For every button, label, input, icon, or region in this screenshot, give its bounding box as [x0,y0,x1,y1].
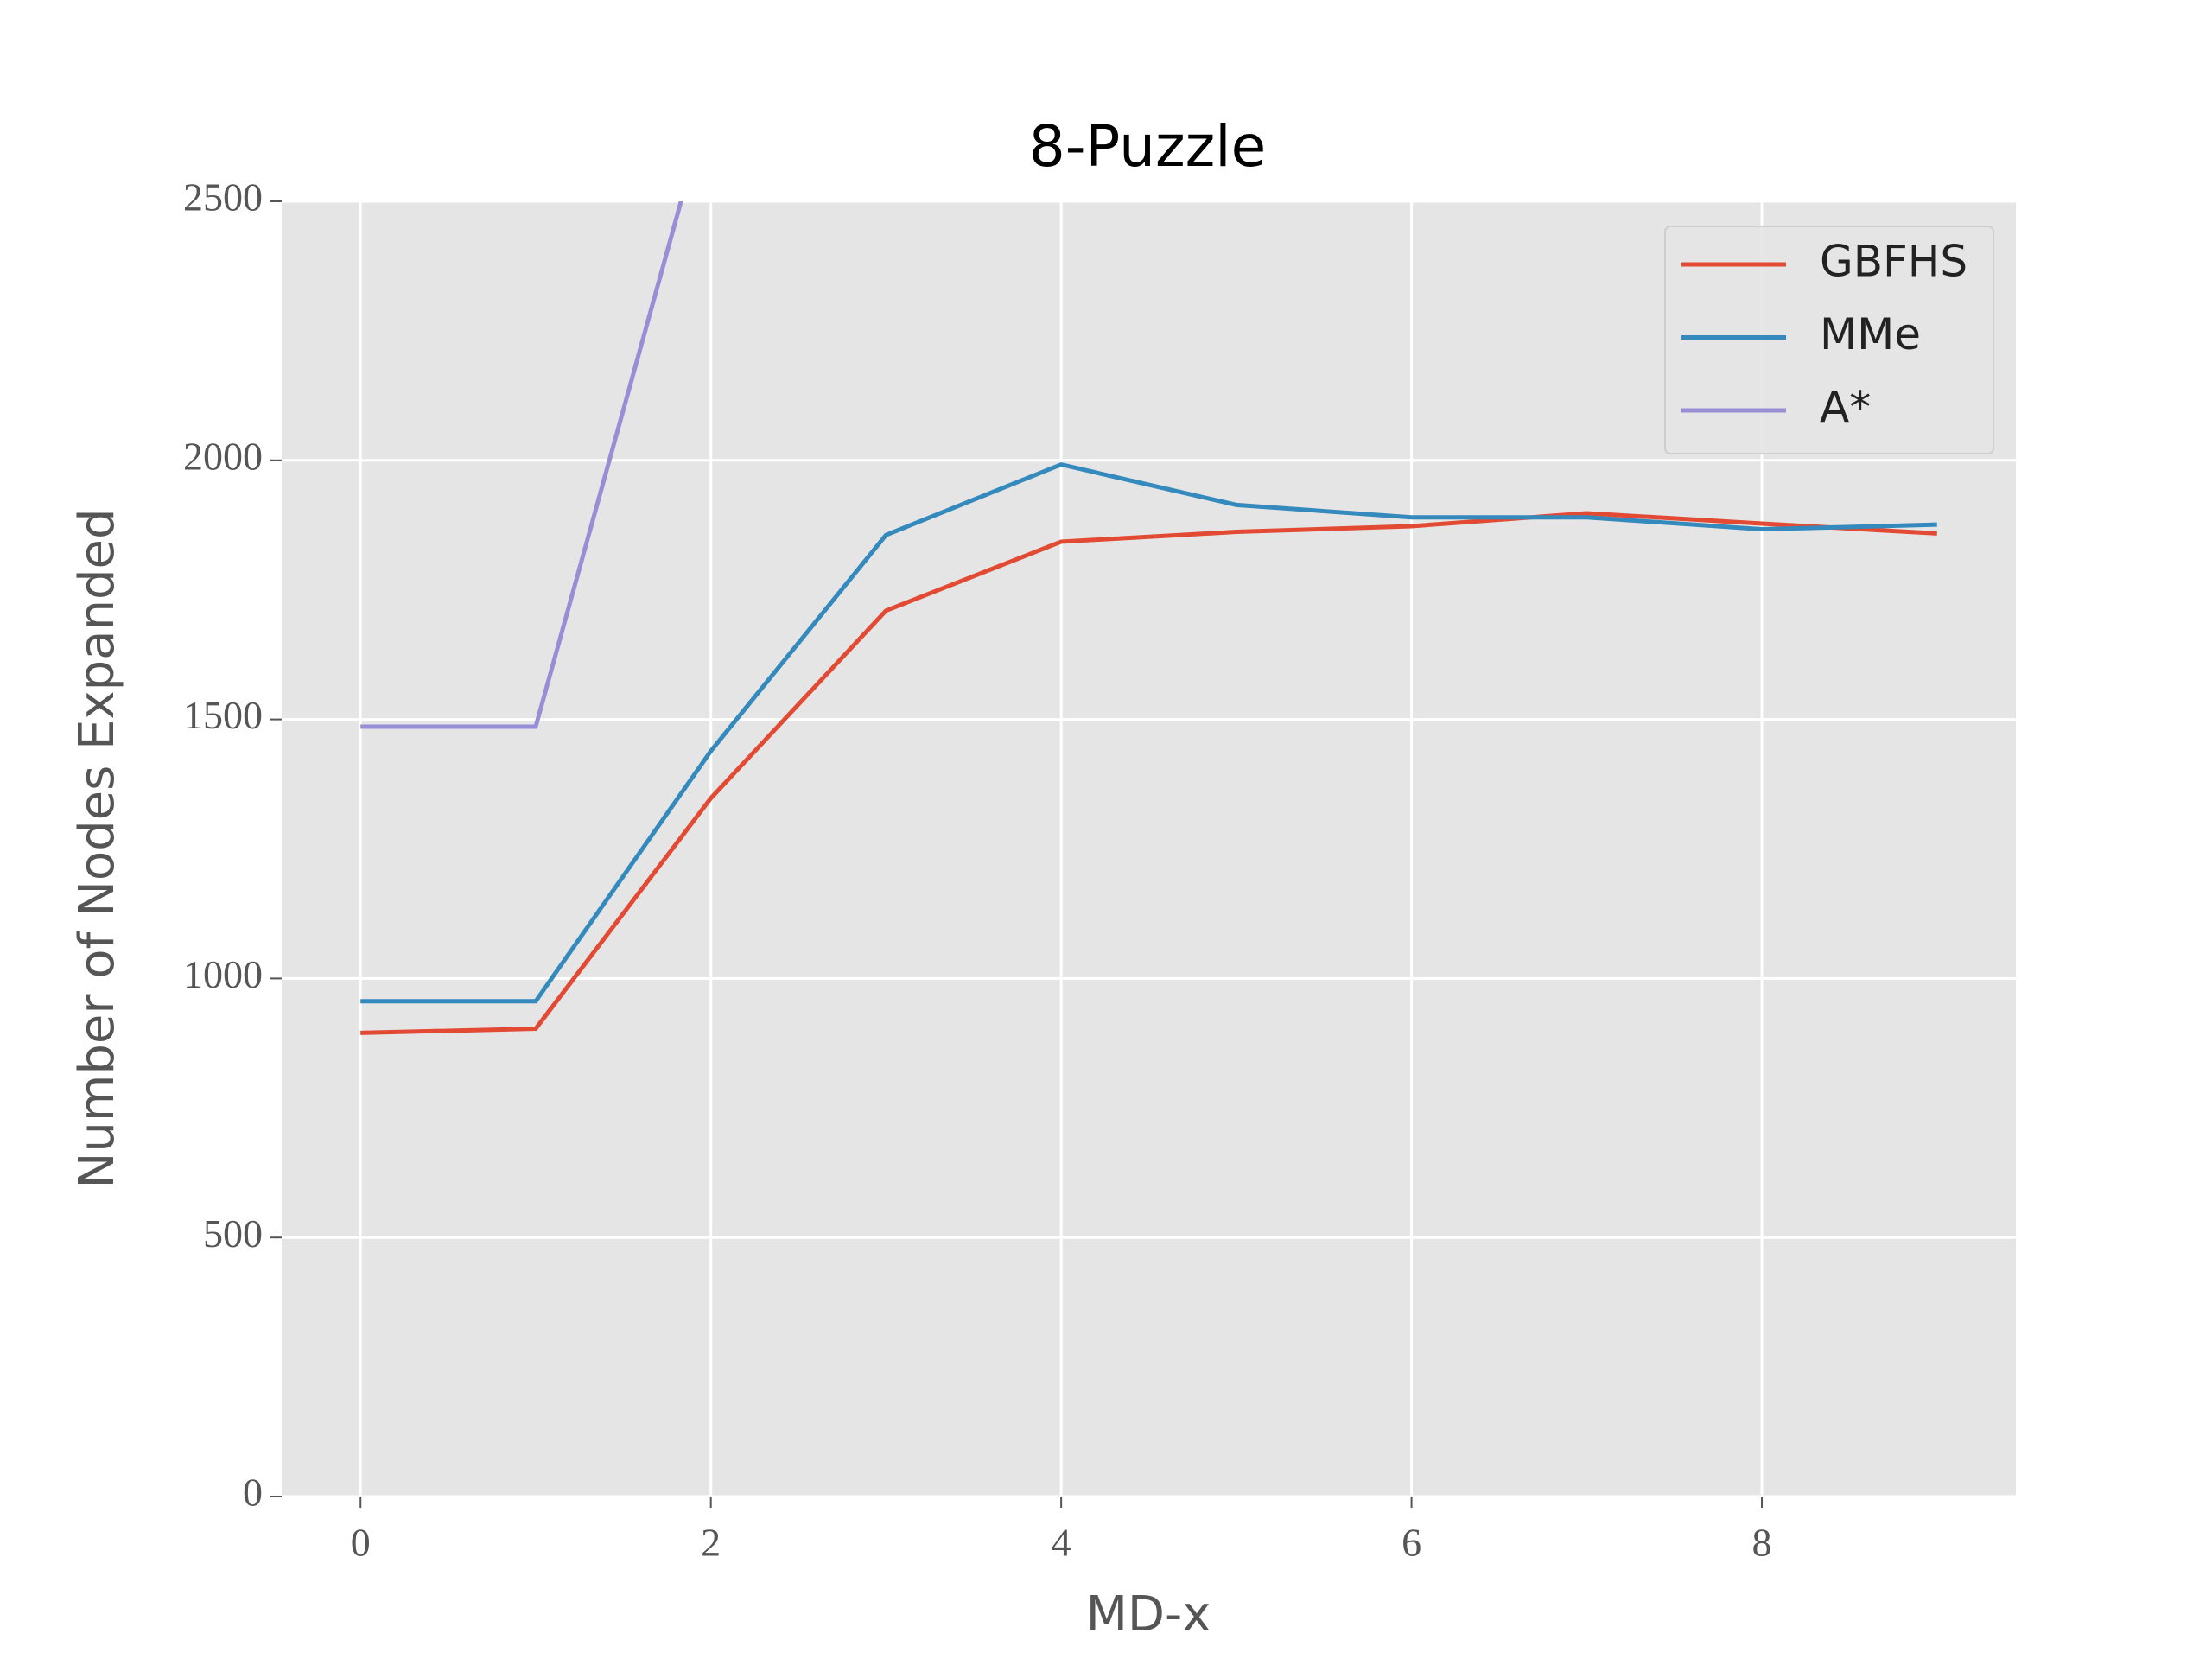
chart-title: 8-Puzzle [1029,113,1267,180]
y-tick-label: 1000 [183,952,263,996]
series-line [360,201,683,729]
legend-label: MMe [1820,309,1921,359]
y-tick-label: 500 [203,1211,263,1255]
legend-label: GBFHS [1820,237,1967,287]
x-tick-label: 6 [1402,1521,1421,1565]
series-line [360,461,1937,1004]
x-tick-label: 8 [1752,1521,1772,1565]
x-axis-label: MD-x [1086,1586,1211,1643]
x-tick-label: 0 [351,1521,371,1565]
y-tick-label: 1500 [183,693,263,737]
y-tick-label: 2000 [183,434,263,478]
y-axis-label: Number of Nodes Expanded [69,508,125,1188]
legend-label: A* [1820,383,1871,433]
y-tick-label: 2500 [183,175,263,219]
x-tick-label: 4 [1052,1521,1071,1565]
x-tick-label: 2 [701,1521,721,1565]
series-line [360,511,1937,1035]
legend-box [1664,226,1994,454]
y-tick-label: 0 [243,1471,263,1515]
